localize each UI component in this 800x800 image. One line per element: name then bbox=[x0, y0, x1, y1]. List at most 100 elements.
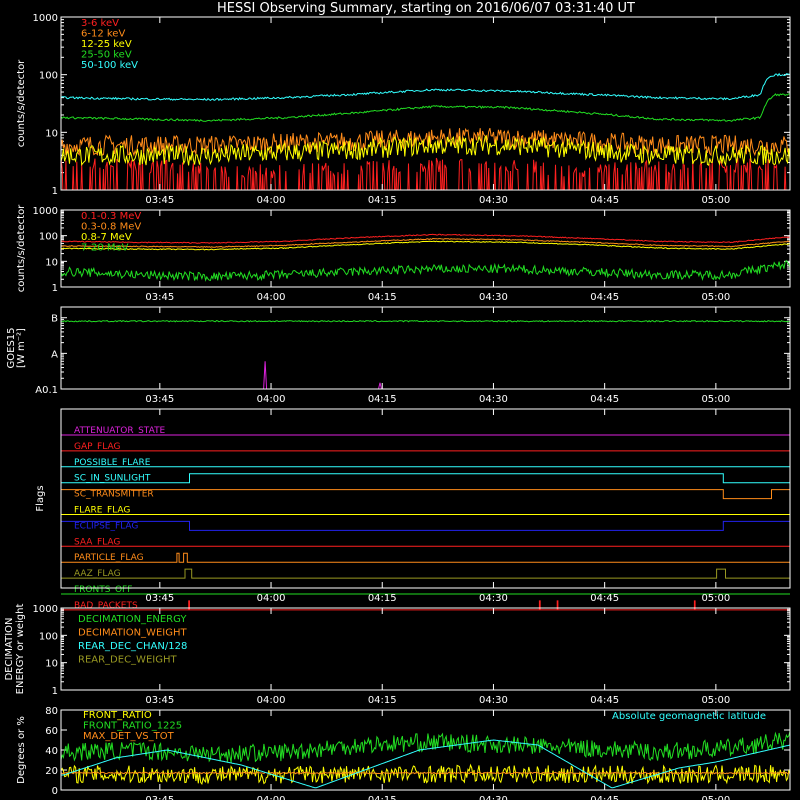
y-tick-label: 100 bbox=[39, 71, 58, 82]
series-line bbox=[61, 237, 790, 248]
plot-area bbox=[61, 233, 790, 282]
series-line bbox=[61, 319, 790, 323]
legend-entry: 25-50 keV bbox=[81, 50, 132, 61]
y-axis-label: GOES15 bbox=[6, 327, 17, 368]
panel-highE: 1 10 100 1000 03:45 04:00 04:15 04:30 04:45 05:00… bbox=[16, 204, 791, 303]
flag-label: BAD_PACKETS bbox=[74, 601, 138, 611]
plot-area bbox=[61, 72, 790, 190]
x-tick-label: 03:45 bbox=[145, 695, 174, 706]
y-tick-label: 1000 bbox=[33, 604, 58, 615]
series-line bbox=[61, 93, 790, 123]
x-tick-label: 05:00 bbox=[701, 195, 730, 206]
series-line bbox=[61, 259, 790, 282]
x-tick-label: 03:45 bbox=[145, 593, 174, 604]
series-line bbox=[61, 731, 790, 763]
y-tick-label: 40 bbox=[45, 746, 58, 757]
y-axis-label: counts/s/detector bbox=[16, 204, 27, 292]
y-tick-label: 1 bbox=[52, 686, 58, 697]
x-tick-label: 04:00 bbox=[257, 593, 286, 604]
flag-label: SC_IN_SUNLIGHT bbox=[74, 474, 151, 484]
plot-area bbox=[61, 731, 790, 789]
flag-label: SC_TRANSMITTER bbox=[74, 490, 154, 500]
x-tick-label: 04:15 bbox=[368, 195, 397, 206]
y-axis-label: DECIMATION bbox=[4, 617, 15, 680]
x-tick-label: 04:15 bbox=[368, 394, 397, 405]
series-line bbox=[61, 771, 790, 775]
legend-entry: 12-25 keV bbox=[81, 39, 132, 50]
flag-line bbox=[61, 600, 790, 611]
x-tick-label: 04:30 bbox=[479, 695, 508, 706]
legend-entry: FRONT_RATIO bbox=[83, 710, 152, 721]
panel-frame bbox=[60, 209, 791, 288]
flag-label: SAA_FLAG bbox=[74, 537, 120, 547]
legend-entry: DECIMATION_ENERGY bbox=[78, 614, 187, 625]
panel-lowE: 1 10 100 1000 03:45 04:00 04:15 04:30 04:45 05:00… bbox=[16, 13, 791, 206]
x-tick-label: 04:45 bbox=[590, 394, 619, 405]
y-tick-label: 80 bbox=[45, 706, 58, 717]
series-line bbox=[61, 739, 790, 789]
panel-decim: 1 10 100 1000 03:45 04:00 04:15 04:30 04:45 05:00… bbox=[4, 604, 791, 706]
panel-goes: A0.1 A B 03:45 04:00 04:15 04:30 04:45 05:00 GOES… bbox=[6, 306, 791, 405]
flag-line bbox=[60, 489, 791, 500]
x-tick-label: 05:00 bbox=[701, 593, 730, 604]
x-tick-label: 04:30 bbox=[479, 593, 508, 604]
y-tick-label: 100 bbox=[39, 232, 58, 243]
flag-line bbox=[61, 568, 790, 579]
y-axis-label: Flags bbox=[35, 485, 46, 511]
panel-frame bbox=[60, 306, 791, 390]
x-tick-label: 04:30 bbox=[479, 795, 508, 800]
series-line bbox=[61, 127, 790, 157]
series-line bbox=[61, 72, 790, 102]
chart-title: HESSI Observing Summary, starting on 201… bbox=[217, 1, 635, 16]
y-tick-label: A bbox=[51, 349, 58, 360]
panel-frame bbox=[60, 408, 791, 589]
y-tick-label: 100 bbox=[39, 631, 58, 642]
x-tick-label: 03:45 bbox=[145, 195, 174, 206]
legend-entry: 50-100 keV bbox=[81, 60, 138, 71]
panel-flags: ATTENUATOR_STATE GAP_FLAG POSSIBLE_FLARE SC… bbox=[35, 408, 791, 611]
y-tick-label: 0 bbox=[52, 786, 58, 797]
legend-entry: REAR_DEC_WEIGHT bbox=[78, 655, 177, 666]
legend-entry: 3-6 keV bbox=[81, 18, 119, 29]
y-axis-label: ENERGY or weight bbox=[15, 604, 26, 695]
y-axis-label: counts/s/detector bbox=[16, 59, 27, 147]
y-tick-label: 10 bbox=[45, 128, 58, 139]
series-line bbox=[61, 233, 790, 244]
flag-label: PARTICLE_FLAG bbox=[74, 553, 144, 563]
y-tick-label: 1 bbox=[52, 186, 58, 197]
y-axis-label: [W m⁻²] bbox=[16, 328, 27, 368]
legend-entry: DECIMATION_WEIGHT bbox=[78, 628, 187, 639]
x-tick-label: 04:15 bbox=[368, 795, 397, 800]
flag-label: ATTENUATOR_STATE bbox=[74, 426, 166, 436]
legend-entry: FRONT_RATIO_1225 bbox=[83, 721, 182, 732]
flag-line bbox=[60, 520, 791, 531]
legend-entry: 7-20 MeV bbox=[81, 243, 129, 254]
y-tick-label: 1 bbox=[52, 283, 58, 294]
legend-entry: 0.1-0.3 MeV bbox=[81, 211, 141, 222]
x-tick-label: 04:45 bbox=[590, 795, 619, 800]
y-tick-label: 10 bbox=[45, 257, 58, 268]
x-tick-label: 04:45 bbox=[590, 695, 619, 706]
annotation: Absolute geomagnetic latitude bbox=[612, 711, 766, 722]
series-line bbox=[61, 134, 790, 167]
y-tick-label: B bbox=[51, 314, 58, 325]
x-tick-label: 04:00 bbox=[257, 292, 286, 303]
x-tick-label: 04:45 bbox=[590, 593, 619, 604]
flag-label: AAZ_FLAG bbox=[74, 569, 121, 579]
legend-entry: MAX_DET_VS_TOT bbox=[83, 731, 175, 742]
x-tick-label: 04:45 bbox=[590, 195, 619, 206]
flag-label: POSSIBLE_FLARE bbox=[74, 458, 151, 468]
x-tick-label: 03:45 bbox=[145, 795, 174, 800]
y-tick-label: 1000 bbox=[33, 206, 58, 217]
y-tick-label: 10 bbox=[45, 659, 58, 670]
x-tick-label: 03:45 bbox=[145, 394, 174, 405]
x-tick-label: 04:15 bbox=[368, 695, 397, 706]
series-line bbox=[61, 157, 787, 190]
flag-line bbox=[61, 552, 790, 563]
x-tick-label: 04:30 bbox=[479, 195, 508, 206]
x-tick-label: 04:00 bbox=[257, 695, 286, 706]
x-tick-label: 04:15 bbox=[368, 292, 397, 303]
panel-frame bbox=[60, 709, 791, 791]
